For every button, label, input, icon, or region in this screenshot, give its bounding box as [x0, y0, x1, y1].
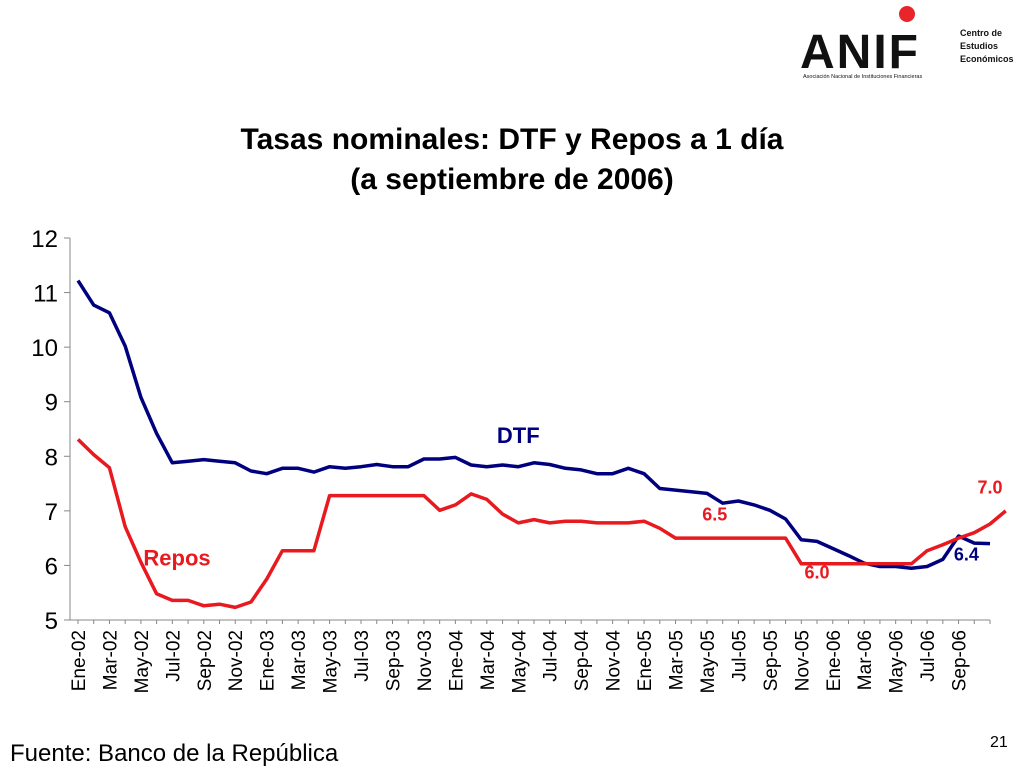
x-tick-label: Ene-06: [824, 630, 845, 691]
x-tick-label: Sep-06: [950, 630, 971, 691]
y-tick-label: 8: [45, 444, 58, 471]
y-tick-label: 9: [45, 390, 58, 417]
x-tick-label: Mar-06: [855, 630, 876, 690]
series-label-dtf: DTF: [497, 423, 540, 448]
x-tick-label: Jul-06: [918, 630, 939, 682]
chart-series: [76, 279, 1007, 610]
x-tick-label: Sep-05: [761, 630, 782, 691]
chart-labels: DTF Repos 7.0 6.5 6.0 6.4: [143, 423, 1002, 582]
x-tick-label: Ene-04: [446, 630, 467, 692]
page-number: 21: [990, 734, 1008, 751]
x-tick-label: Nov-05: [792, 630, 813, 691]
x-tick-label: Nov-04: [604, 630, 625, 692]
logo-text: ANIF: [800, 26, 920, 79]
x-tick-label: Mar-04: [478, 630, 499, 691]
y-tick-label: 7: [45, 499, 58, 526]
logo-subtitle: Asociación Nacional de Instituciones Fin…: [803, 74, 922, 80]
x-tick-label: May-03: [321, 630, 342, 693]
data-label: 6.5: [702, 505, 727, 525]
x-tick-label: Mar-05: [667, 630, 688, 690]
x-tick-label: Jul-02: [163, 630, 184, 682]
series-label-repos: Repos: [143, 545, 210, 570]
x-tick-label: May-06: [887, 630, 908, 693]
x-tick-label: Jul-05: [729, 630, 750, 682]
y-tick-label: 10: [31, 335, 58, 362]
x-tick-label: May-02: [132, 630, 153, 693]
x-tick-label: Ene-02: [69, 630, 90, 691]
x-tick-label: Jul-03: [352, 630, 373, 682]
x-tick-label: Ene-03: [258, 630, 279, 691]
y-tick-label: 6: [45, 553, 58, 580]
y-tick-label: 12: [31, 226, 58, 253]
data-label: 6.4: [954, 545, 979, 565]
y-tick-label: 5: [45, 608, 58, 635]
chart-title-line-2: (a septiembre de 2006): [350, 163, 674, 196]
logo-side-line-2: Estudios: [960, 41, 998, 51]
series-line-repos: [76, 438, 1007, 610]
x-tick-label: Sep-04: [572, 630, 593, 692]
data-label: 6.0: [805, 563, 830, 583]
logo-red-dot-icon: [899, 6, 915, 22]
x-tick-label: Sep-03: [383, 630, 404, 691]
x-tick-label: Mar-03: [289, 630, 310, 690]
chart-title-line-1: Tasas nominales: DTF y Repos a 1 día: [240, 123, 784, 156]
chart-axes: 5 6 7 8 9 10 11 12 Ene-02 Mar-02 May-02 Jul-02 Sep-0…: [31, 226, 991, 694]
series-line-dtf: [76, 279, 991, 570]
anif-logo: ANIF Asociación Nacional de Institucione…: [800, 6, 1014, 80]
x-tick-label: Sep-02: [195, 630, 216, 691]
data-label: 7.0: [977, 477, 1002, 497]
y-tick-label: 11: [33, 281, 58, 308]
x-tick-label: Mar-02: [100, 630, 121, 690]
x-tick-label: May-04: [509, 630, 530, 694]
logo-side-line-1: Centro de: [960, 28, 1002, 38]
chart-title: Tasas nominales: DTF y Repos a 1 día (a …: [0, 120, 1024, 200]
x-tick-label: Nov-02: [226, 630, 247, 691]
x-tick-label: Ene-05: [635, 630, 656, 691]
logo-side-line-3: Económicos: [960, 54, 1014, 64]
x-tick-label: May-05: [698, 630, 719, 693]
source-note: Fuente: Banco de la República: [10, 740, 339, 767]
x-tick-label: Jul-04: [541, 630, 562, 682]
x-tick-label: Nov-03: [415, 630, 436, 691]
